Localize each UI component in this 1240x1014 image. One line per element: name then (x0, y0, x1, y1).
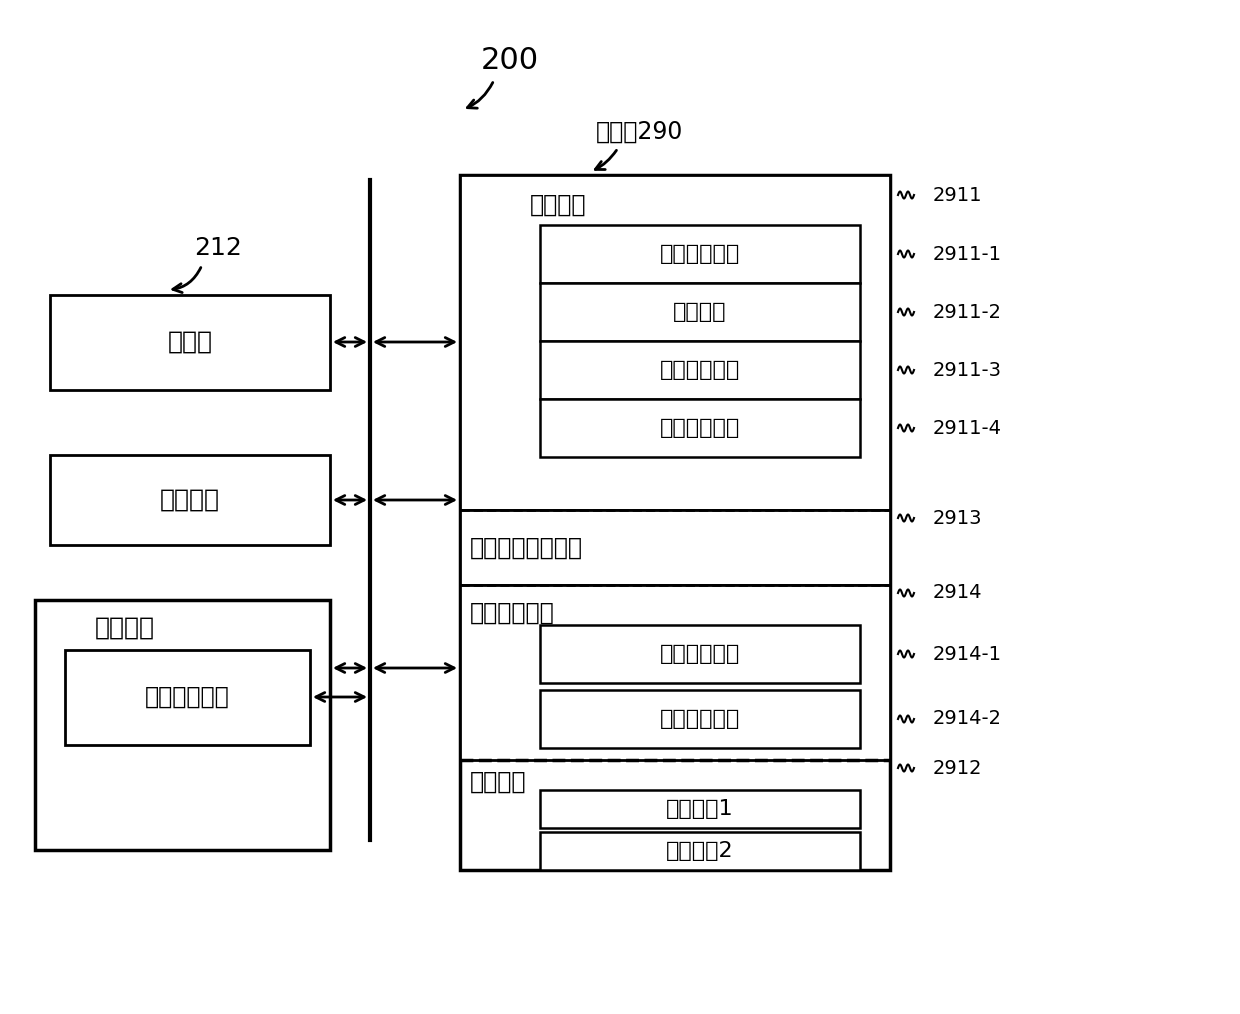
Bar (539, 341, 861, 399)
Bar (460, 510, 890, 585)
Text: 2913: 2913 (932, 508, 982, 527)
Bar (539, 625, 861, 683)
Text: 2911-4: 2911-4 (932, 419, 1002, 437)
Text: 212: 212 (195, 236, 242, 260)
Text: 存储器290: 存储器290 (596, 120, 683, 144)
Text: 事件识别模块: 事件识别模块 (660, 709, 740, 729)
Text: 操作系统: 操作系统 (529, 193, 587, 217)
Text: 2911-2: 2911-2 (932, 302, 1002, 321)
Text: 2914: 2914 (932, 583, 982, 602)
Bar (35, 600, 330, 850)
Bar (539, 225, 861, 283)
Text: 控制应用程序: 控制应用程序 (660, 418, 740, 438)
Text: 2911: 2911 (932, 186, 982, 205)
Text: 2912: 2912 (932, 758, 982, 778)
Bar (50, 455, 330, 545)
Bar (539, 283, 861, 341)
Bar (539, 690, 861, 748)
Text: 用户输入接口: 用户输入接口 (145, 685, 229, 709)
Bar (539, 832, 861, 870)
Text: 2914-1: 2914-1 (932, 645, 1002, 663)
Text: 200: 200 (481, 46, 539, 74)
Text: 2911-3: 2911-3 (932, 361, 1002, 379)
Text: 用户界面: 用户界面 (95, 615, 155, 640)
Text: 通信模块: 通信模块 (673, 302, 727, 322)
Bar (460, 585, 890, 760)
Text: 事件监听模块: 事件监听模块 (660, 644, 740, 664)
Text: 2914-2: 2914-2 (932, 710, 1002, 728)
Text: 可访问性模块: 可访问性模块 (660, 244, 740, 264)
Text: 通信接口: 通信接口 (160, 488, 219, 512)
Text: 处理器: 处理器 (167, 330, 212, 354)
Text: 事件传输系统: 事件传输系统 (470, 601, 554, 625)
Text: 应用程序: 应用程序 (470, 770, 527, 794)
Bar (64, 650, 310, 745)
Text: 用户界面模块: 用户界面模块 (660, 360, 740, 380)
Bar (539, 790, 861, 828)
Bar (460, 175, 890, 510)
Text: 2911-1: 2911-1 (932, 244, 1002, 264)
Text: 应用程序2: 应用程序2 (666, 841, 734, 861)
Text: 应用程序1: 应用程序1 (666, 799, 734, 819)
Bar (50, 295, 330, 390)
Bar (539, 399, 861, 457)
Bar (460, 175, 890, 870)
Text: 界面布局管理模块: 界面布局管理模块 (470, 535, 583, 560)
